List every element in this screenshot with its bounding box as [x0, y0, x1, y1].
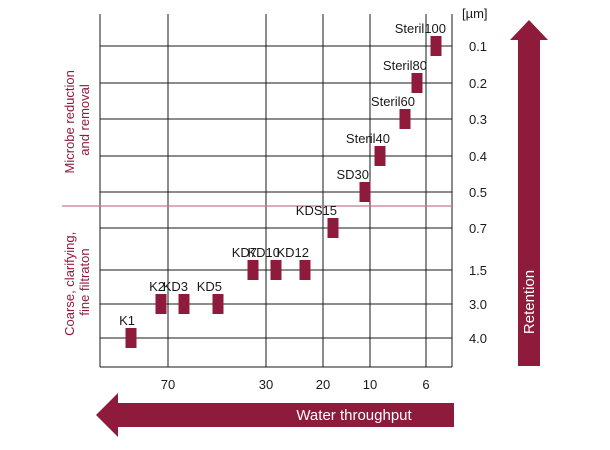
product-steril40: Steril40 [346, 131, 390, 166]
product-mark [374, 146, 386, 166]
product-mark [399, 109, 411, 129]
product-mark [125, 328, 137, 348]
product-label: K1 [119, 313, 135, 328]
product-label: Steril60 [371, 94, 415, 109]
region-label-upper: Microbe reduction and removal [62, 67, 92, 174]
y-tick-label: 0.2 [469, 76, 487, 91]
product-mark [430, 36, 442, 56]
region-label-lower: Coarse, clarifying, fine filtraton [62, 228, 92, 336]
product-label: KD5 [197, 279, 222, 294]
grid [99, 14, 453, 368]
y-tick-label: 1.5 [469, 263, 487, 278]
product-kd10: KD10 [247, 245, 282, 280]
product-mark [247, 260, 259, 280]
y-tick-label: 4.0 [469, 331, 487, 346]
product-k1: K1 [119, 313, 137, 348]
product-label: Steril100 [395, 21, 446, 36]
product-kd12: KD12 [276, 245, 311, 280]
product-label: Steril80 [383, 58, 427, 73]
product-kd3: KD3 [163, 279, 190, 314]
x-tick-label: 70 [161, 377, 175, 392]
retention-label: Retention [521, 270, 538, 334]
product-mark [178, 294, 190, 314]
product-label: SD30 [336, 167, 369, 182]
product-label: KD12 [276, 245, 309, 260]
y-tick-label: 0.4 [469, 149, 487, 164]
y-tick-label: 0.7 [469, 221, 487, 236]
throughput-arrow: Water throughput [96, 393, 454, 437]
product-steril60: Steril60 [371, 94, 415, 129]
product-steril100: Steril100 [395, 21, 446, 56]
region-label-upper-line1: Microbe reduction [62, 70, 77, 173]
product-sd30: SD30 [336, 167, 371, 202]
x-tick-label: 20 [316, 377, 330, 392]
product-mark [327, 218, 339, 238]
x-tick-label: 6 [422, 377, 429, 392]
product-mark [155, 294, 167, 314]
x-tick-label: 30 [259, 377, 273, 392]
product-mark [212, 294, 224, 314]
y-tick-label: 3.0 [469, 297, 487, 312]
product-k2: K2 [149, 279, 167, 314]
throughput-label: Water throughput [296, 407, 412, 424]
x-tick-labels: 70 30 20 10 6 [161, 377, 430, 392]
y-tick-label: 0.1 [469, 39, 487, 54]
product-label: KDS15 [296, 203, 337, 218]
throughput-arrow-shape [96, 393, 454, 437]
product-kd5: KD5 [197, 279, 224, 314]
product-mark [270, 260, 282, 280]
product-label: KD7 [232, 245, 257, 260]
product-label: KD10 [247, 245, 280, 260]
retention-arrow: Retention [510, 20, 548, 366]
product-label: KD3 [163, 279, 188, 294]
y-tick-labels: 0.1 0.2 0.3 0.4 0.5 0.7 1.5 3.0 4.0 [469, 39, 487, 346]
product-steril80: Steril80 [383, 58, 427, 93]
region-label-lower-line1: Coarse, clarifying, [62, 232, 77, 336]
product-mark [359, 182, 371, 202]
product-mark [299, 260, 311, 280]
product-kds15: KDS15 [296, 203, 339, 238]
x-tick-label: 10 [363, 377, 377, 392]
region-label-upper-line2: and removal [77, 84, 92, 156]
product-kd7: KD7 [232, 245, 259, 280]
product-label: Steril40 [346, 131, 390, 146]
retention-arrow-shape [510, 20, 548, 366]
product-mark [411, 73, 423, 93]
unit-label: [µm] [462, 6, 488, 21]
region-label-lower-line2: fine filtraton [77, 248, 92, 315]
y-tick-label: 0.3 [469, 112, 487, 127]
product-label: K2 [149, 279, 165, 294]
y-tick-label: 0.5 [469, 185, 487, 200]
